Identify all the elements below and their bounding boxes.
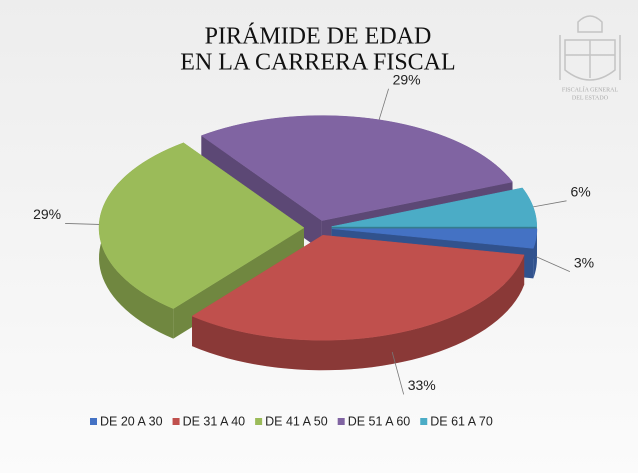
legend-label: DE 20 A 30: [100, 414, 163, 428]
logo-text: DEL ESTADO: [572, 95, 609, 101]
leader-line: [535, 256, 571, 273]
legend-swatch: [337, 418, 345, 425]
chart-title: PIRÁMIDE DE EDAD: [205, 24, 432, 50]
legend: DE 20 A 30 DE 31 A 40 DE 41 A 50 DE 51 A 60…: [90, 414, 493, 428]
slice: [191, 234, 525, 341]
logo-text: FISCALÍA GENERAL: [562, 85, 619, 93]
logo: [559, 15, 621, 81]
leader-line: [65, 223, 100, 225]
legend-label: DE 51 A 60: [348, 414, 411, 428]
slice-side: [192, 254, 525, 371]
leader-line: [391, 351, 405, 395]
slice-shade: [533, 228, 537, 279]
data-label: 29%: [33, 206, 61, 222]
data-label: 33%: [408, 377, 436, 393]
legend-label: DE 41 A 50: [265, 414, 328, 428]
data-labels: 3% 33% 29% 29% 6%: [33, 71, 594, 395]
legend-swatch: [90, 418, 97, 425]
slice-shade: [192, 254, 525, 371]
data-label: 3%: [574, 254, 594, 270]
slice-side: [533, 228, 537, 279]
leader-line: [533, 200, 567, 208]
legend-label: DE 31 A 40: [183, 414, 246, 428]
slice: [200, 115, 513, 221]
slice: [98, 142, 305, 309]
data-label: 29%: [393, 71, 421, 87]
pie-tops: [98, 115, 538, 341]
legend-swatch: [172, 418, 180, 425]
legend-swatch: [255, 418, 263, 425]
data-label: 6%: [571, 184, 591, 200]
legend-swatch: [420, 418, 428, 425]
slice: [331, 228, 538, 249]
chart-title: EN LA CARRERA FISCAL: [180, 50, 455, 76]
leader-line: [378, 88, 389, 120]
legend-label: DE 61 A 70: [430, 414, 493, 428]
